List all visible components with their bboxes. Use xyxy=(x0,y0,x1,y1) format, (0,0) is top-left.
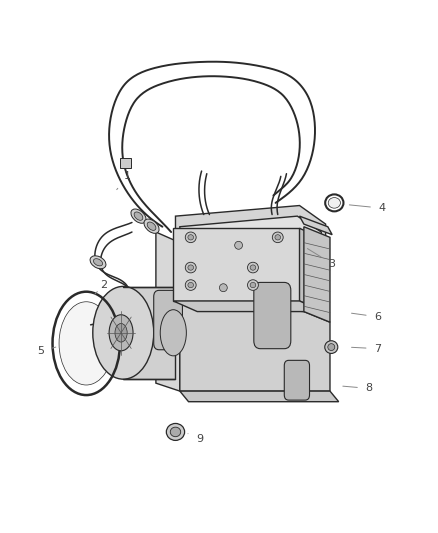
Ellipse shape xyxy=(325,341,338,353)
Ellipse shape xyxy=(170,427,181,437)
Text: 4: 4 xyxy=(350,203,386,213)
Polygon shape xyxy=(304,227,330,322)
Ellipse shape xyxy=(115,324,127,342)
Text: 2: 2 xyxy=(95,280,107,294)
Polygon shape xyxy=(173,228,300,301)
Polygon shape xyxy=(180,391,339,402)
FancyBboxPatch shape xyxy=(254,282,291,349)
Ellipse shape xyxy=(166,423,185,440)
Ellipse shape xyxy=(160,310,186,356)
Bar xyxy=(120,158,131,168)
Text: 9: 9 xyxy=(188,434,203,444)
Ellipse shape xyxy=(90,256,106,269)
Text: 5: 5 xyxy=(37,346,56,357)
Text: 6: 6 xyxy=(352,312,381,322)
Ellipse shape xyxy=(272,232,283,243)
Polygon shape xyxy=(300,216,332,235)
FancyBboxPatch shape xyxy=(284,360,310,400)
Ellipse shape xyxy=(247,280,258,290)
Ellipse shape xyxy=(235,241,243,249)
Ellipse shape xyxy=(247,262,258,273)
Ellipse shape xyxy=(134,212,143,220)
Polygon shape xyxy=(180,216,321,248)
Polygon shape xyxy=(123,287,176,379)
Ellipse shape xyxy=(185,280,196,290)
Ellipse shape xyxy=(147,222,156,230)
Polygon shape xyxy=(176,206,325,237)
Polygon shape xyxy=(156,232,180,391)
Ellipse shape xyxy=(93,259,102,266)
Polygon shape xyxy=(300,228,323,312)
Ellipse shape xyxy=(131,209,146,223)
Ellipse shape xyxy=(185,262,196,273)
Ellipse shape xyxy=(328,344,335,351)
Ellipse shape xyxy=(250,265,256,270)
Ellipse shape xyxy=(109,315,133,351)
Ellipse shape xyxy=(328,198,340,208)
FancyBboxPatch shape xyxy=(154,290,183,350)
Polygon shape xyxy=(173,301,323,312)
Polygon shape xyxy=(173,243,330,391)
Ellipse shape xyxy=(219,284,227,292)
Ellipse shape xyxy=(144,219,159,233)
Ellipse shape xyxy=(188,282,194,288)
Ellipse shape xyxy=(188,265,194,270)
Ellipse shape xyxy=(250,282,256,288)
Ellipse shape xyxy=(93,286,154,379)
Ellipse shape xyxy=(185,232,196,243)
Ellipse shape xyxy=(275,235,281,240)
Text: 3: 3 xyxy=(307,248,336,269)
Text: 8: 8 xyxy=(343,383,373,393)
Text: 7: 7 xyxy=(352,344,381,354)
Text: 1: 1 xyxy=(117,172,131,190)
Ellipse shape xyxy=(188,235,194,240)
Ellipse shape xyxy=(59,302,113,385)
